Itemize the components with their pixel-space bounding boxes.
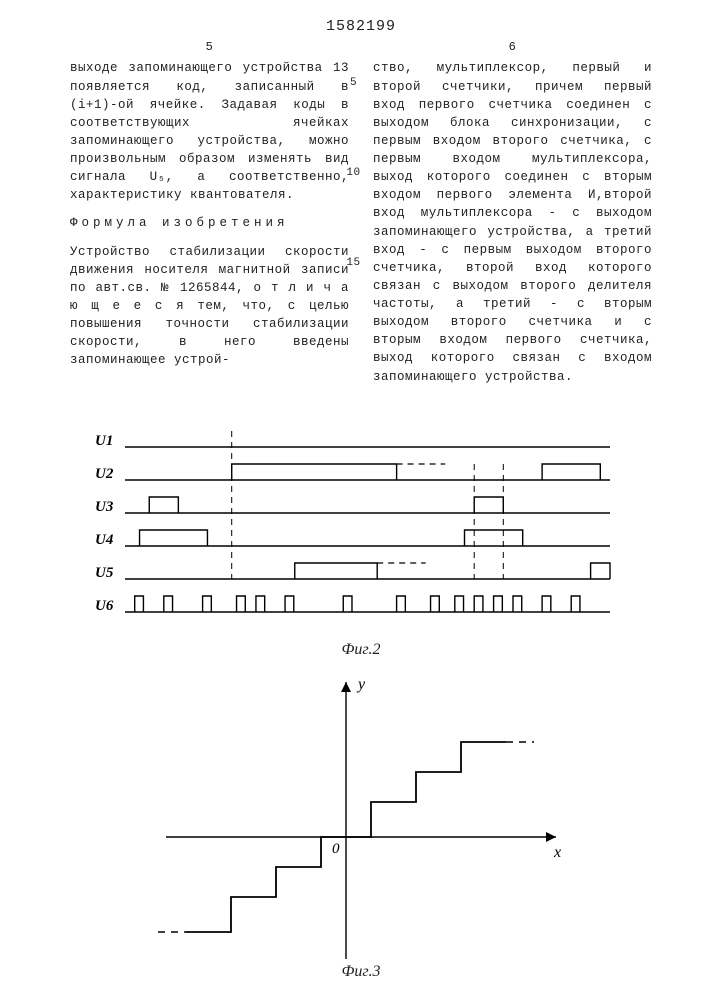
right-column: 6 ство, мультиплексор, первый и второй с… — [373, 39, 652, 386]
signal-label-u4: U4 — [95, 532, 114, 548]
step-characteristic: y x 0 — [146, 667, 576, 967]
signal-label-u1: U1 — [95, 433, 113, 449]
col-number-left: 5 — [70, 39, 349, 56]
left-para-2: Устройство стабилизации скорости движени… — [70, 243, 349, 370]
signal-label-u6: U6 — [95, 598, 114, 614]
signal-label-u3: U3 — [95, 499, 114, 515]
figure-2: U1 U2 U3 U4 U5 U6 Фиг.2 — [70, 406, 652, 659]
col-number-right: 6 — [373, 39, 652, 56]
fig3-caption: Фиг.3 — [146, 963, 576, 981]
origin-label: 0 — [332, 841, 340, 857]
signal-label-u2: U2 — [95, 466, 114, 482]
line-marker-10: 10 — [344, 166, 364, 182]
right-para: ство, мультиплексор, первый и второй сче… — [373, 59, 652, 385]
patent-number: 1582199 — [70, 18, 652, 35]
fig2-caption: Фиг.2 — [70, 641, 652, 659]
line-marker-15: 15 — [344, 256, 364, 272]
timing-diagram: U1 U2 U3 U4 U5 U6 — [70, 406, 630, 641]
figure-3: y x 0 Фиг.3 — [70, 667, 652, 981]
left-column: 5 выходе запоминающего устройства 13 поя… — [70, 39, 349, 386]
axis-y-label: y — [356, 676, 366, 693]
axis-x-label: x — [553, 844, 561, 861]
signal-label-u5: U5 — [95, 565, 114, 581]
left-para-1: выходе запоминающего устройства 13 появл… — [70, 59, 349, 204]
formula-heading: Формула изобретения — [70, 214, 349, 232]
line-marker-5: 5 — [344, 76, 364, 92]
